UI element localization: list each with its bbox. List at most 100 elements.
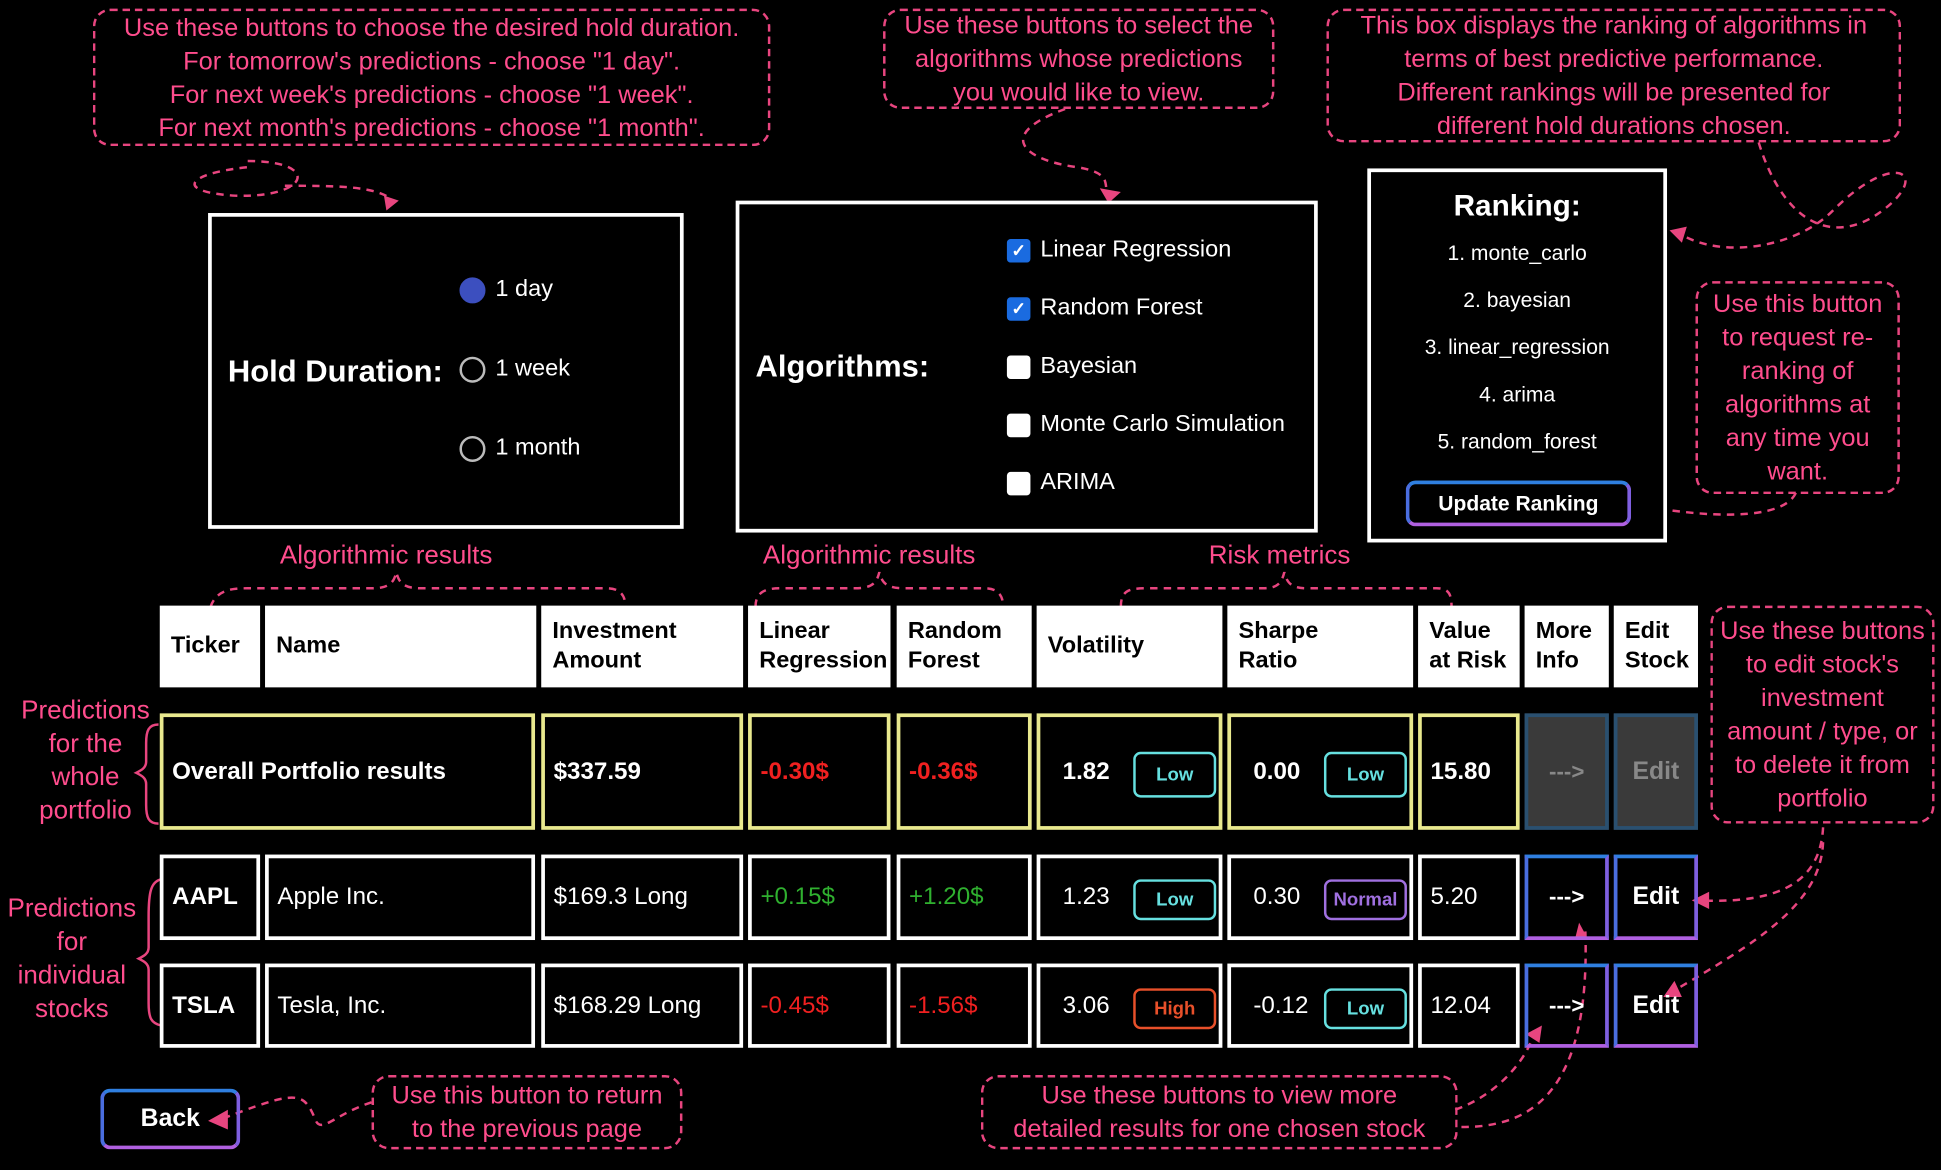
note-ranking: This box displays the ranking of algorit…: [1326, 8, 1902, 143]
note-line: Use this button: [1713, 289, 1883, 319]
ranking-item: 1. monte_carlo: [1447, 241, 1587, 266]
note-line: any time you: [1725, 423, 1870, 453]
note-line: algorithms whose predictions: [915, 44, 1243, 74]
ranking-title: Ranking:: [1453, 189, 1581, 223]
volatility-badge: Low: [1133, 879, 1217, 921]
row-lr: +0.15$: [748, 854, 891, 941]
checkbox-label: Monte Carlo Simulation: [1040, 411, 1285, 438]
algorithms-label: Algorithms:: [755, 349, 930, 384]
note-line: Different rankings will be presented for: [1397, 78, 1831, 107]
row-amount: $168.29 Long: [541, 963, 744, 1048]
group-label-algorithmic: Algorithmic results: [279, 541, 493, 570]
header-text: Random Forest: [907, 618, 1002, 674]
portfolio-more-info-button: --->: [1524, 713, 1609, 830]
row-volatility: 1.23 Low: [1036, 854, 1223, 941]
portfolio-name: Overall Portfolio results: [159, 713, 536, 830]
row-lr: -0.45$: [748, 963, 891, 1048]
ranking-item: 5. random_forest: [1437, 429, 1597, 454]
checkmark-icon[interactable]: ✓: [1006, 238, 1031, 262]
radio-icon[interactable]: [459, 435, 486, 462]
more-info-button[interactable]: --->: [1524, 854, 1609, 941]
header-text: Linear Regression: [759, 618, 888, 674]
note-line: Use these buttons: [1720, 616, 1925, 646]
radio-1-month[interactable]: 1 month: [459, 435, 580, 462]
sharpe-badge: Low: [1323, 988, 1407, 1030]
note-line: different hold durations chosen.: [1436, 111, 1791, 140]
more-info-button[interactable]: --->: [1524, 963, 1609, 1048]
volatility-badge: Low: [1133, 751, 1217, 798]
note-line: you would like to view.: [953, 78, 1205, 107]
note-line: portfolio: [1777, 783, 1868, 813]
group-label-risk: Risk metrics: [1208, 541, 1351, 570]
radio-1-day[interactable]: 1 day: [459, 276, 553, 303]
edit-button[interactable]: Edit: [1613, 963, 1698, 1048]
header-text: Edit Stock: [1624, 618, 1690, 674]
note-line: amount / type, or: [1727, 717, 1918, 746]
side-line: Predictions: [21, 696, 150, 725]
note-line: ranking of: [1741, 356, 1854, 386]
side-line: for: [56, 927, 88, 957]
checkbox-arima[interactable]: ARIMA: [1006, 469, 1115, 496]
note-line: want.: [1767, 457, 1829, 486]
checkbox-monte-carlo[interactable]: Monte Carlo Simulation: [1006, 411, 1285, 438]
row-rf: +1.20$: [896, 854, 1032, 941]
side-line: whole: [51, 762, 120, 792]
checkmark-icon[interactable]: ✓: [1006, 296, 1031, 321]
note-line: to delete it from: [1734, 750, 1910, 780]
portfolio-rf: -0.36$: [896, 713, 1032, 830]
note-line: Use these buttons to select the: [904, 11, 1254, 40]
algorithms-panel: Algorithms: ✓ Linear Regression ✓ Random F…: [735, 200, 1318, 533]
note-line: Use this button to return: [391, 1081, 663, 1110]
checkbox-label: ARIMA: [1040, 469, 1115, 496]
checkbox-bayesian[interactable]: Bayesian: [1006, 352, 1138, 380]
side-line: Predictions: [7, 894, 137, 923]
checkbox-icon[interactable]: [1006, 471, 1031, 495]
checkbox-random-forest[interactable]: ✓ Random Forest: [1006, 294, 1203, 322]
portfolio-amount: $337.59: [541, 713, 744, 830]
edit-button[interactable]: Edit: [1613, 854, 1698, 941]
checkbox-label: Random Forest: [1040, 294, 1203, 321]
note-algorithms: Use these buttons to select the algorith…: [883, 8, 1275, 109]
radio-1-week[interactable]: 1 week: [459, 355, 570, 383]
note-line: detailed results for one chosen stock: [1013, 1114, 1426, 1144]
ranking-item: 3. linear_regression: [1424, 335, 1610, 360]
update-ranking-button[interactable]: Update Ranking: [1405, 480, 1632, 527]
row-ticker: AAPL: [159, 854, 261, 941]
note-line: For next month's predictions - choose "1…: [158, 113, 705, 142]
portfolio-sharpe: 0.00 Low: [1227, 713, 1414, 830]
note-line: For next week's predictions - choose "1 …: [169, 79, 694, 109]
value: 1.23: [1062, 883, 1110, 911]
header-text: Investment Amount: [552, 618, 677, 674]
checkbox-icon[interactable]: [1006, 413, 1031, 437]
row-name: Tesla, Inc.: [265, 963, 536, 1048]
value: 0.00: [1253, 757, 1301, 785]
portfolio-volatility: 1.82 Low: [1036, 713, 1223, 830]
ranking-item: 2. bayesian: [1463, 288, 1571, 313]
side-line: portfolio: [39, 796, 132, 825]
hold-duration-panel: Hold Duration: 1 day 1 week 1 month: [208, 213, 684, 529]
note-line: to edit stock's: [1745, 650, 1899, 679]
note-update-ranking: Use this button to request re- ranking o…: [1695, 281, 1900, 495]
checkbox-linear-regression[interactable]: ✓ Linear Regression: [1006, 237, 1231, 264]
header-text: More Info: [1535, 618, 1592, 674]
back-button[interactable]: Back: [100, 1088, 241, 1150]
note-hold-duration: Use these buttons to choose the desired …: [92, 8, 771, 147]
value: 0.30: [1253, 883, 1301, 911]
note-edit: Use these buttons to edit stock's invest…: [1710, 605, 1935, 824]
row-name: Apple Inc.: [265, 854, 536, 941]
note-more-info: Use these buttons to view more detailed …: [980, 1075, 1458, 1150]
radio-label: 1 day: [495, 276, 553, 303]
header-sharpe-ratio: Sharpe Ratio: [1227, 605, 1414, 688]
row-volatility: 3.06 High: [1036, 963, 1223, 1048]
radio-selected-icon[interactable]: [459, 276, 486, 303]
checkbox-label: Bayesian: [1040, 352, 1138, 379]
header-linear-regression: Linear Regression: [748, 605, 891, 688]
portfolio-var: 15.80: [1418, 713, 1520, 830]
sharpe-badge: Low: [1323, 751, 1407, 798]
radio-icon[interactable]: [459, 356, 486, 383]
note-line: investment: [1761, 683, 1884, 713]
checkbox-icon[interactable]: [1006, 354, 1031, 379]
ranking-panel: Ranking: 1. monte_carlo 2. bayesian 3. l…: [1367, 168, 1668, 543]
side-line: for the: [48, 729, 123, 758]
header-investment-amount: Investment Amount: [541, 605, 744, 688]
